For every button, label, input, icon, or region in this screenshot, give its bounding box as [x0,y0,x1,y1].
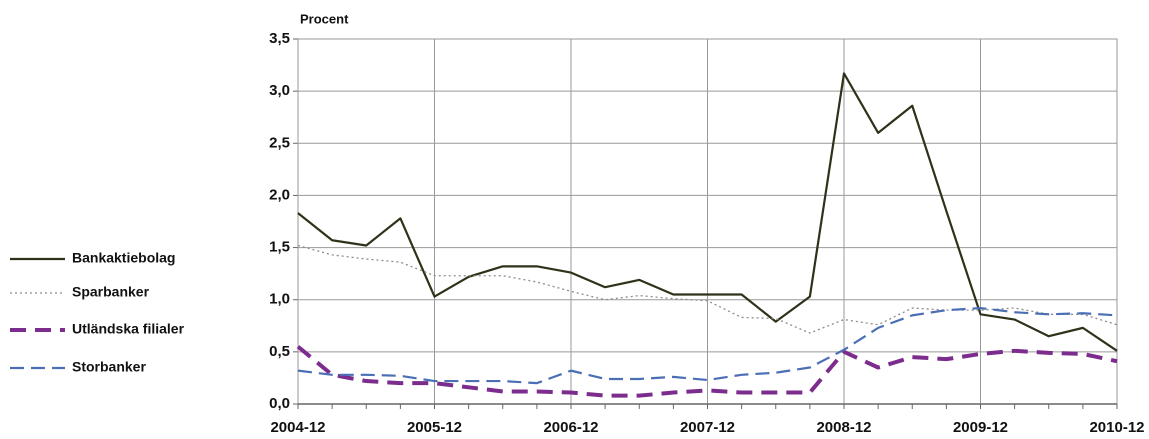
y-tick-label: 2,5 [269,134,290,151]
line-series [297,244,1118,334]
line-series [297,72,1118,352]
legend-label: Sparbanker [72,284,150,300]
legend-label: Bankaktiebolag [72,250,175,266]
y-tick-label: 3,0 [269,82,290,99]
y-tick-label: 0,0 [269,395,290,412]
legend-label: Storbanker [72,359,146,375]
y-tick-label: 1,0 [269,291,290,308]
y-tick-label: 2,0 [269,186,290,203]
legend-label: Utländska filialer [72,321,185,337]
x-tick-label: 2010-12 [1089,419,1144,436]
x-tick-label: 2004-12 [270,419,325,436]
y-tick-label: 3,5 [269,30,290,47]
y-tick-label: 1,5 [269,239,290,256]
x-tick-label: 2009-12 [953,419,1008,436]
y-axis-label: Procent [300,11,349,26]
x-tick-label: 2008-12 [816,419,871,436]
x-tick-label: 2007-12 [680,419,735,436]
y-tick-label: 0,5 [269,343,290,360]
x-tick-label: 2006-12 [543,419,598,436]
x-tick-label: 2005-12 [407,419,462,436]
line-series [297,306,1118,385]
